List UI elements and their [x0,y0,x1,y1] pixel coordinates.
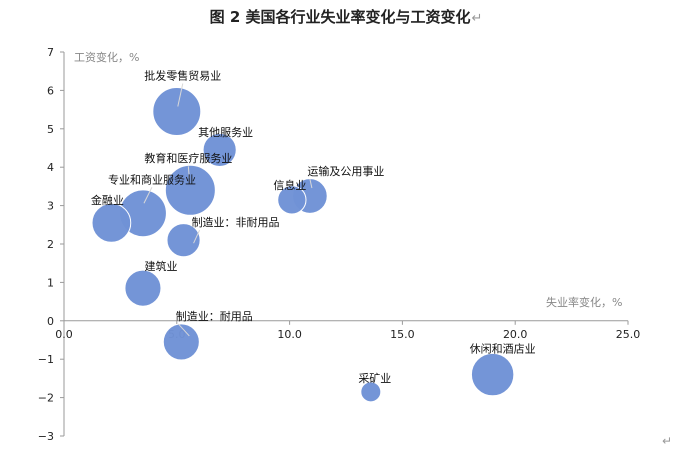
bubble-label: 批发零售贸易业 [144,69,221,83]
bubble-point [124,269,162,307]
bubble-leader-line [309,178,313,189]
y-tick-label: 2 [47,238,54,251]
chart-title: 图 2 美国各行业失业率变化与工资变化↵ [0,6,692,27]
bubble-point [202,132,237,168]
bubble-point [91,203,132,243]
y-tick-label: 0 [47,315,54,328]
bubble-label: 制造业：非耐用品 [192,215,280,229]
y-tick-label: 1 [47,276,54,289]
bubble-point [470,352,515,397]
bubble-point [277,185,307,215]
x-tick-label: 15.0 [390,328,415,341]
bubble-label: 运输及公用事业 [307,164,384,178]
bubble-series [91,87,515,403]
y-tick-label: 5 [47,123,54,136]
bubble-label: 建筑业 [144,259,177,273]
y-tick-label: 6 [47,84,54,97]
bubble-label: 信息业 [273,178,306,192]
bubble-label: 教育和医疗服务业 [144,151,232,165]
bubble-label: 休闲和酒店业 [470,342,536,356]
bubble-point [360,381,382,403]
bubble-leader-line [193,229,201,244]
paragraph-mark-icon: ↵ [471,11,483,26]
bubble-leader-line [177,323,190,337]
x-axis-label: 失业率变化，% [546,295,622,309]
chart-title-text: 图 2 美国各行业失业率变化与工资变化 [209,8,471,26]
bubble-point [162,323,200,361]
y-tick-label: 3 [47,200,54,213]
bubble-label: 金融业 [91,193,124,207]
y-tick-label: −1 [38,353,54,366]
y-tick-label: −3 [38,430,54,443]
bubble-label: 其他服务业 [198,126,253,139]
bubble-leader-line [187,166,190,179]
bubble-point [166,223,201,258]
bubble-label: 专业和商业服务业 [108,172,196,186]
x-tick-label: 25.0 [616,328,641,341]
x-tick-label: 20.0 [503,328,528,341]
y-axis-label: 工资变化，% [74,50,139,64]
paragraph-mark-icon-corner: ↵ [661,434,672,448]
bubble-leader-line [177,83,184,107]
y-tick-label: 7 [47,46,54,59]
x-tick-label: 10.0 [277,328,302,341]
x-tick-label: 0.0 [55,328,73,341]
bubble-point [164,164,216,216]
bubble-label: 制造业：耐用品 [176,309,253,323]
bubble-leader-line [143,187,153,204]
y-tick-label: 4 [47,161,54,174]
y-tick-label: −2 [38,392,54,405]
bubble-point [152,87,202,136]
bubble-label: 采矿业 [358,372,391,385]
